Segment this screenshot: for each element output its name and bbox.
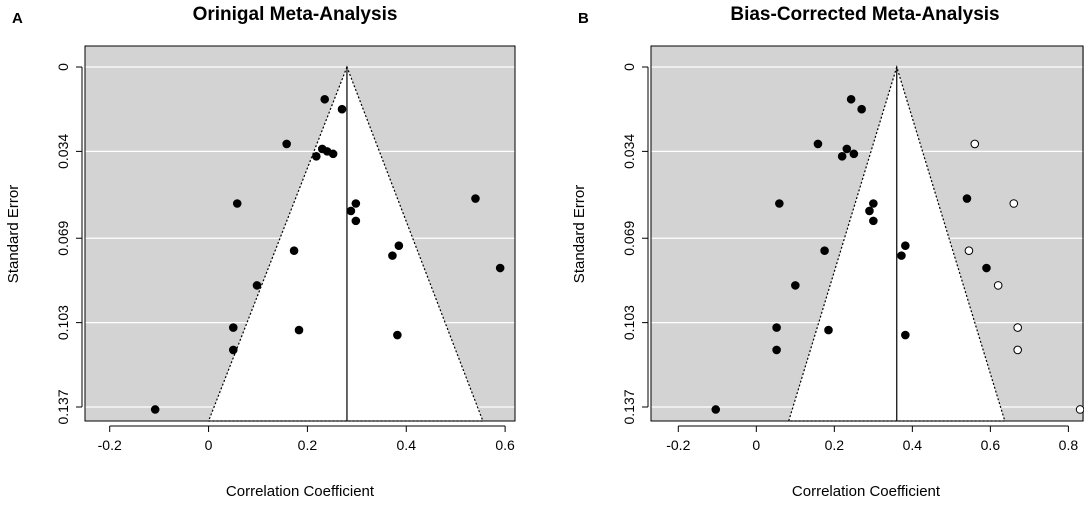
panel-a-y-tick-label-1: 0.034 — [55, 134, 71, 169]
panel-b-x-tick-label-5: 0.8 — [1059, 437, 1079, 453]
panel-a-x-tick-label-3: 0.4 — [397, 437, 417, 453]
panel-b-observed-point-13 — [897, 251, 906, 260]
panel-b-observed-point-14 — [982, 263, 991, 273]
panel-b-observed-point-19 — [772, 345, 781, 355]
panel-a-data-points — [150, 94, 505, 414]
panel-a-observed-point-11 — [351, 216, 361, 226]
panel-b-imputed-point-1 — [1009, 199, 1019, 208]
panel-a-y-tick-label-3: 0.103 — [55, 305, 71, 340]
panel-b-observed-point-6 — [775, 199, 784, 208]
panel-b-observed-point-16 — [772, 323, 781, 332]
panel-a-x-tick-label-2: 0.2 — [298, 437, 318, 453]
panel-a-observed-point-5 — [312, 152, 321, 161]
panel-b-observed-point-12 — [901, 241, 910, 250]
panel-a-observed-point-14 — [388, 251, 397, 260]
panel-b-imputed-point-3 — [993, 281, 1003, 290]
panel-b-observed-point-7 — [962, 194, 972, 203]
panel-b-plot-frame — [650, 45, 1084, 422]
panel-a-x-tick-label-0: -0.2 — [98, 437, 122, 453]
panel-a-observed-point-20 — [228, 345, 238, 355]
panel-b-observed-point-8 — [869, 199, 878, 208]
panel-a-x-axis-label: Correlation Coefficient — [226, 483, 375, 500]
panel-a-observed-point-18 — [294, 325, 304, 335]
panel-a-y-tick-label-2: 0.069 — [55, 221, 71, 256]
panel-a-plot-frame — [84, 45, 516, 422]
panel-b-observed-point-3 — [842, 144, 852, 154]
panel-b-imputed-point-4 — [1013, 323, 1022, 332]
panel-a-observed-point-12 — [289, 246, 299, 255]
panel-b-x-axis-label: Correlation Coefficient — [792, 483, 941, 500]
panel-a-observed-point-2 — [282, 139, 291, 149]
panel-a-observed-point-8 — [471, 194, 480, 203]
panel-b-letter: B — [578, 10, 589, 27]
panel-b-y-tick-label-2: 0.069 — [621, 221, 637, 256]
panel-b-x-tick-label-1: 0 — [752, 437, 760, 453]
panel-b-observed-point-11 — [820, 246, 829, 255]
panel-b-observed-point-17 — [824, 325, 833, 335]
panel-b-observed-point-2 — [813, 139, 823, 149]
panel-b-y-tick-label-1: 0.034 — [621, 134, 637, 169]
panel-a-observed-point-6 — [328, 149, 338, 159]
panel-b-observed-point-1 — [857, 104, 866, 114]
panel-a-x-axis: -0.2 0 0.2 0.4 0.6 — [98, 425, 515, 453]
panel-b-observed-point-0 — [846, 94, 856, 104]
panel-b-bias-corrected-meta-analysis: B Bias-Corrected Meta-Analysis -0.2 0 0.2 0… — [571, 4, 1084, 500]
panel-b-observed-point-4 — [849, 149, 859, 159]
panel-a-y-tick-label-0: 0 — [55, 63, 71, 71]
panel-b-imputed-point-0 — [970, 139, 980, 149]
panel-b-y-axis: 0 0.034 0.069 0.103 0.137 — [621, 63, 649, 425]
panel-b-y-tick-label-0: 0 — [621, 63, 637, 71]
panel-b-imputed-point-5 — [1013, 345, 1022, 355]
panel-a-observed-point-1 — [337, 104, 347, 114]
panel-a-observed-point-19 — [393, 330, 402, 340]
panel-b-x-axis: -0.2 0 0.2 0.4 0.6 0.8 — [666, 425, 1079, 453]
panel-a-observed-point-7 — [232, 199, 242, 208]
panel-b-observed-point-15 — [791, 281, 800, 290]
panel-b-imputed-point-6 — [1075, 405, 1084, 414]
panel-b-x-tick-label-4: 0.6 — [981, 437, 1001, 453]
panel-b-imputed-point-2 — [964, 246, 974, 255]
panel-a-title: Orinigal Meta-Analysis — [193, 4, 398, 25]
panel-b-y-axis-label: Standard Error — [571, 185, 588, 283]
panel-a-y-axis: 0 0.034 0.069 0.103 0.137 — [55, 63, 83, 425]
panel-a-observed-point-9 — [351, 199, 361, 208]
panel-a-observed-point-10 — [346, 206, 356, 216]
panel-a-letter: A — [12, 10, 23, 27]
panel-a-observed-point-13 — [394, 241, 404, 250]
panel-b-y-tick-label-3: 0.103 — [621, 305, 637, 340]
panel-b-x-tick-label-0: -0.2 — [666, 437, 690, 453]
panel-b-title: Bias-Corrected Meta-Analysis — [730, 4, 999, 25]
panel-a-original-meta-analysis: A Orinigal Meta-Analysis -0.2 0 0.2 0.4 0.6 … — [5, 4, 516, 500]
panel-a-observed-point-15 — [495, 263, 505, 273]
panel-a-observed-point-17 — [228, 323, 238, 332]
panel-a-x-tick-label-1: 0 — [205, 437, 213, 453]
panel-b-observed-point-5 — [837, 152, 847, 161]
panel-a-observed-point-16 — [252, 281, 262, 290]
panel-b-x-tick-label-2: 0.2 — [825, 437, 845, 453]
panel-a-observed-point-21 — [150, 405, 160, 414]
panel-b-data-points — [711, 94, 1084, 414]
panel-a-y-tick-label-4: 0.137 — [55, 389, 71, 424]
panel-a-observed-point-0 — [320, 94, 330, 104]
panel-b-observed-point-18 — [901, 330, 910, 340]
panel-b-y-tick-label-4: 0.137 — [621, 389, 637, 424]
panel-b-observed-point-10 — [869, 216, 878, 226]
panel-b-observed-point-20 — [711, 405, 721, 414]
panel-a-y-axis-label: Standard Error — [5, 185, 22, 283]
panel-a-x-tick-label-4: 0.6 — [495, 437, 515, 453]
panel-b-x-tick-label-3: 0.4 — [903, 437, 923, 453]
panel-b-observed-point-9 — [865, 206, 874, 216]
